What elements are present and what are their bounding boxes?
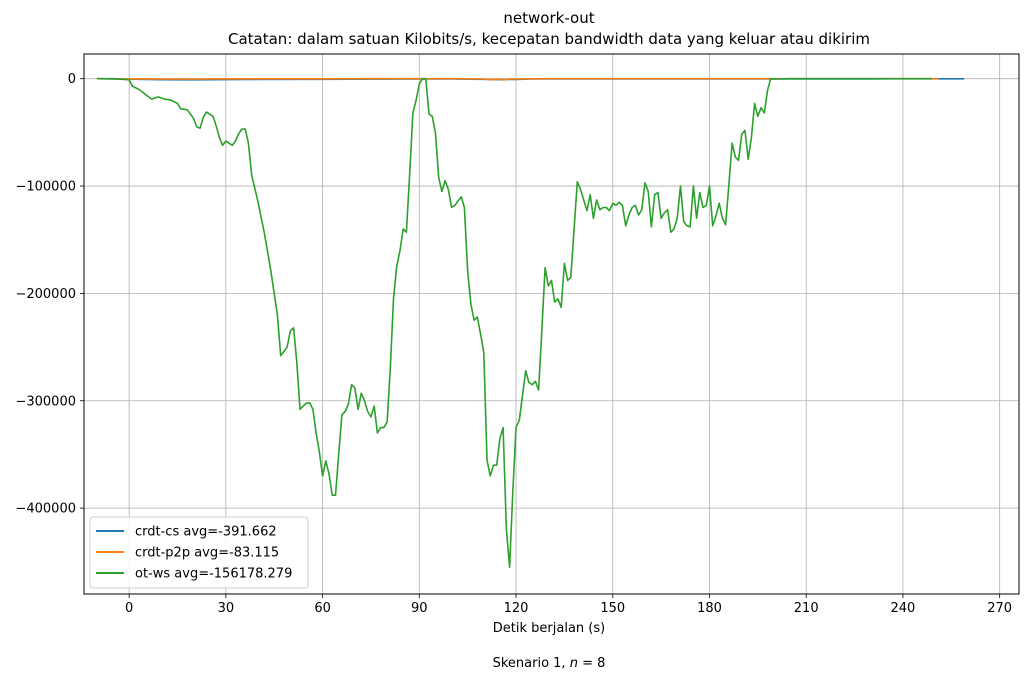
chart-title: network-out: [503, 9, 594, 27]
x-tick-label: 30: [218, 601, 235, 616]
legend-entry-0: crdt-cs avg=-391.662: [135, 525, 277, 540]
y-tick-label: −300000: [15, 394, 76, 409]
series-line-1: [96, 77, 939, 81]
x-axis-ticks: 0 30 60 90 120 150 180 210 240 270: [125, 594, 1012, 616]
x-tick-label: 210: [794, 601, 819, 616]
chart-caption: Skenario 1, n = 8: [493, 656, 606, 671]
x-axis-label: Detik berjalan (s): [493, 621, 605, 636]
legend: crdt-cs avg=-391.662 crdt-p2p avg=-83.115…: [89, 516, 309, 589]
x-tick-label: 180: [697, 601, 722, 616]
x-tick-label: 0: [125, 601, 133, 616]
y-tick-label: −100000: [15, 180, 76, 195]
chart-subtitle: Catatan: dalam satuan Kilobits/s, kecepa…: [228, 30, 870, 48]
x-tick-label: 90: [411, 601, 428, 616]
y-tick-label: −400000: [15, 502, 76, 517]
plot-frame: [83, 53, 1020, 595]
legend-box: [89, 516, 309, 589]
legend-entry-1: crdt-p2p avg=-83.115: [135, 546, 279, 561]
series-lines: [96, 77, 965, 568]
x-tick-label: 60: [314, 601, 331, 616]
x-tick-label: 150: [600, 601, 625, 616]
x-tick-label: 240: [891, 601, 916, 616]
y-axis-ticks: 0 −100000 −200000 −300000 −400000: [15, 72, 84, 517]
legend-entry-2: ot-ws avg=-156178.279: [135, 567, 292, 582]
y-tick-label: −200000: [15, 287, 76, 302]
series-line-2: [96, 77, 932, 568]
x-tick-label: 120: [504, 601, 529, 616]
x-tick-label: 270: [987, 601, 1012, 616]
y-tick-label: 0: [68, 72, 76, 87]
